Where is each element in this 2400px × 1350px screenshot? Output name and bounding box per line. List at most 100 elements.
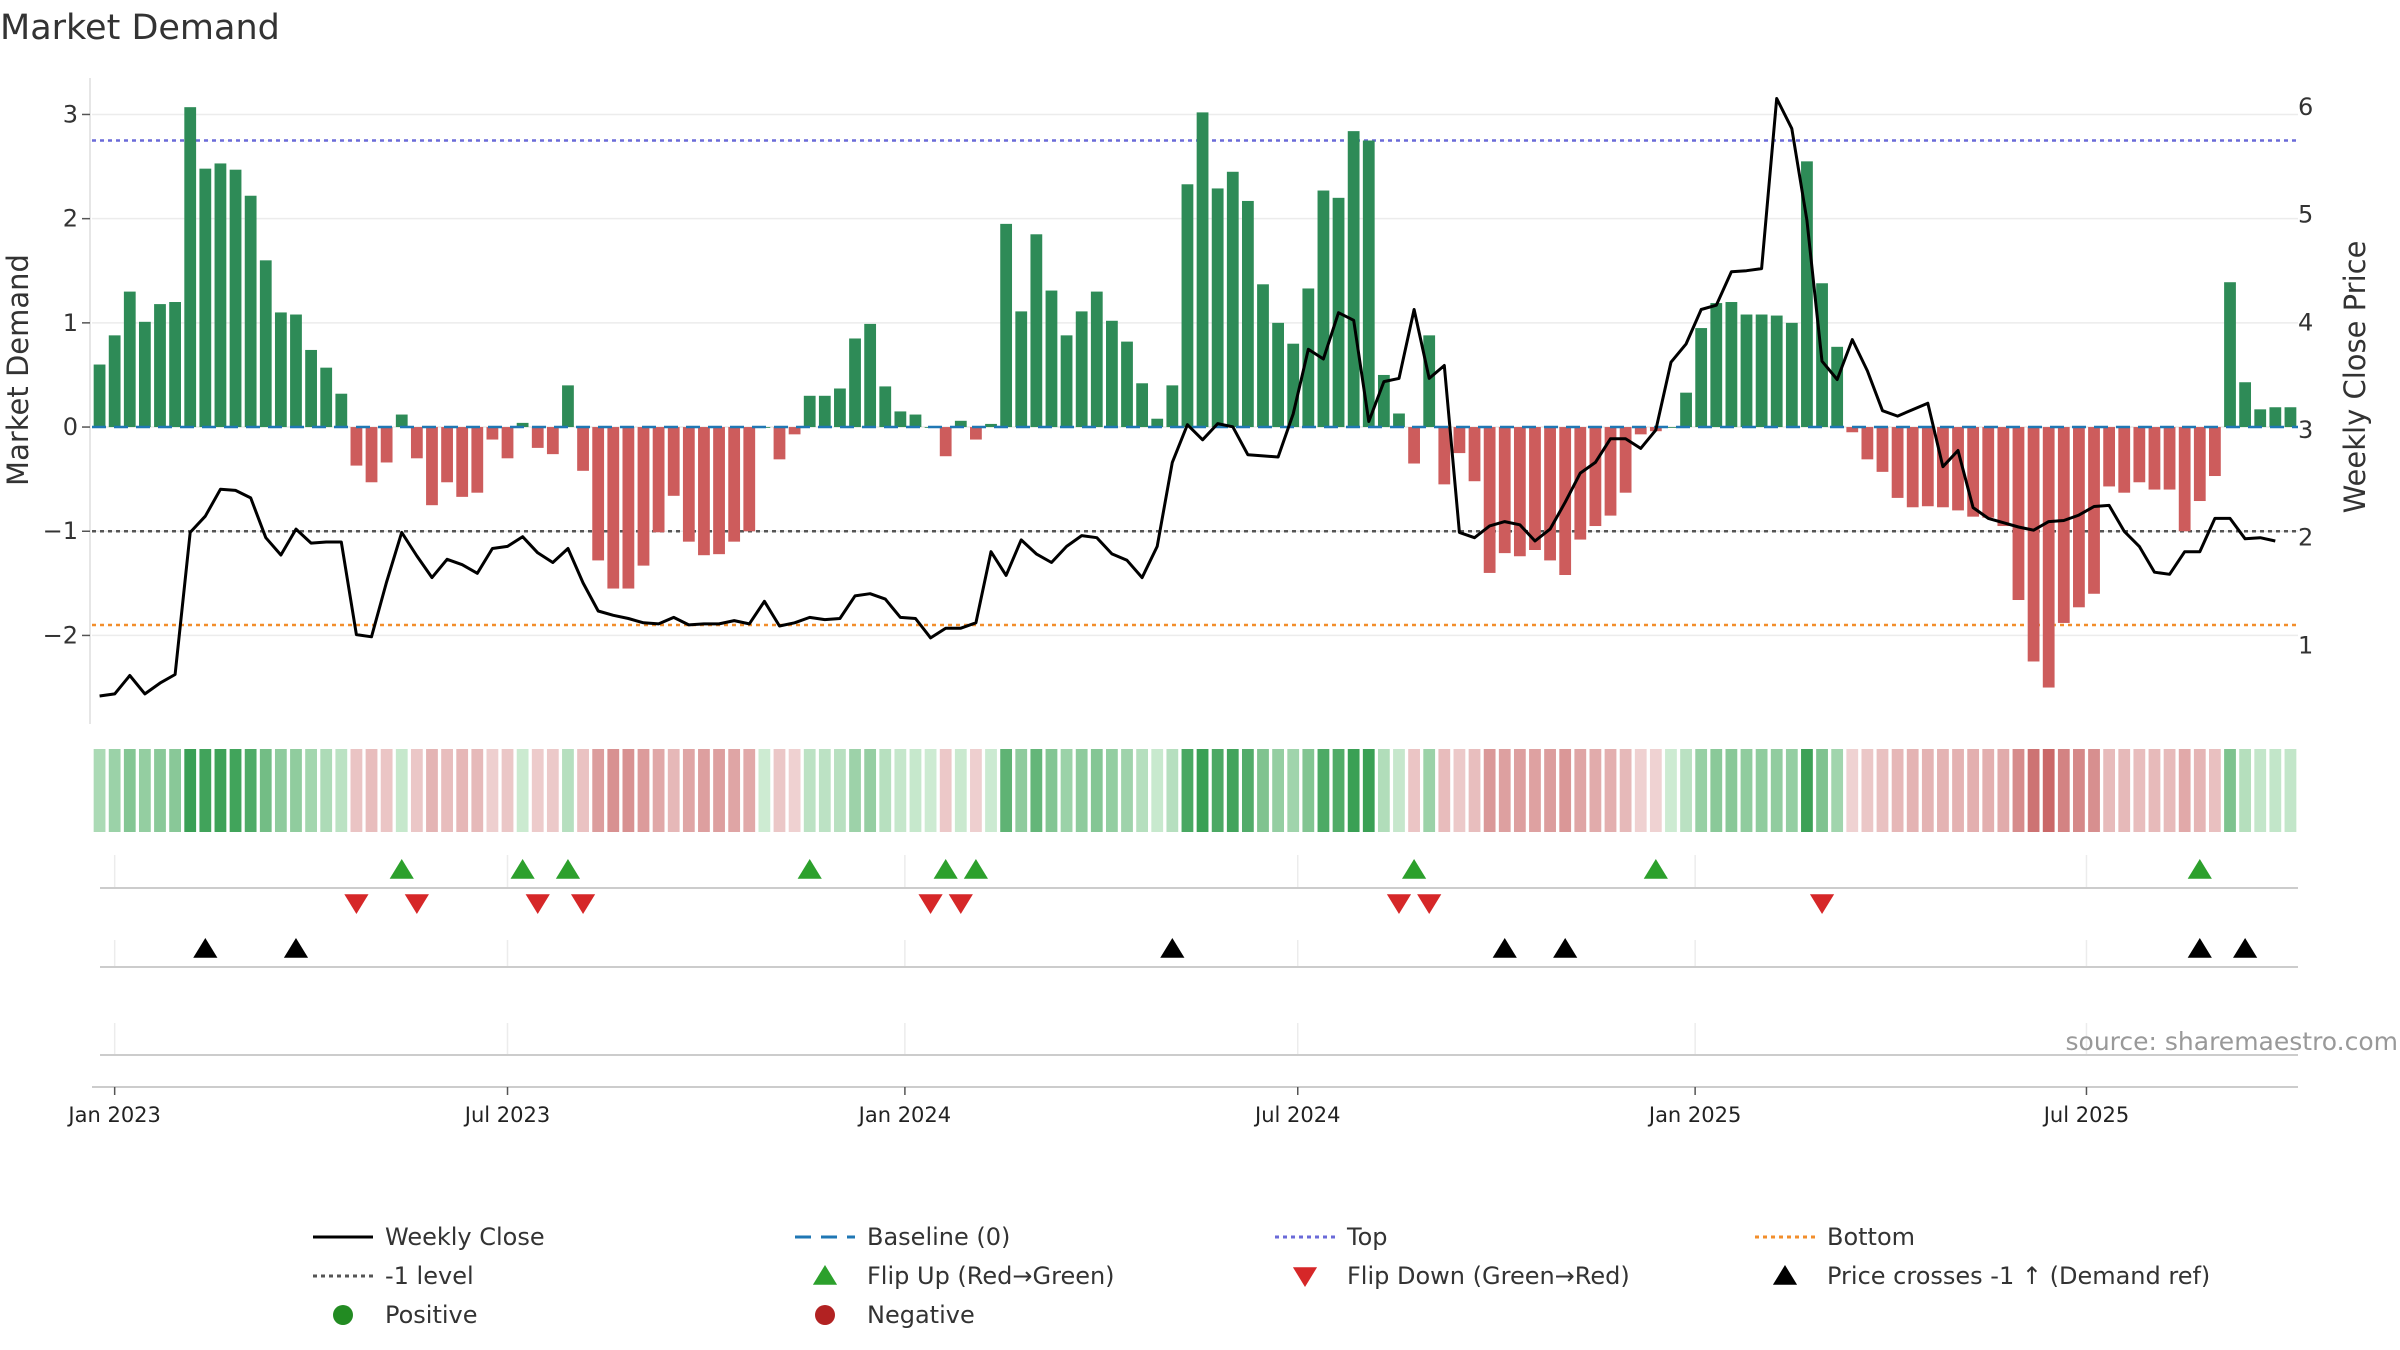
demand-bar [456,427,469,497]
demand-bar [546,427,559,455]
heat-cell [1740,749,1753,832]
demand-bar [698,427,710,556]
demand-bar [1680,392,1692,428]
demand-bar [562,385,574,428]
heat-cell [1513,749,1526,832]
y-left-tick-label: 3 [63,100,78,128]
demand-bar [879,386,892,428]
demand-bar [1106,320,1118,428]
heat-cell [2118,749,2131,832]
demand-bar [1045,290,1058,428]
demand-heat-strip [93,749,2297,832]
y-right-tick-label: 1 [2298,631,2313,659]
heat-cell [1423,749,1436,832]
legend-label: Top [1346,1223,1388,1251]
legend-swatch [1292,1267,1318,1287]
cross-marker [1553,938,1578,958]
reference-levels [92,139,2298,627]
demand-bar [229,169,242,428]
price-line-group [99,97,2276,698]
demand-bar [1785,322,1798,428]
heat-cell [1816,749,1828,832]
heat-cell [441,749,453,832]
heat-cell [1121,749,1133,832]
heat-cell [1861,749,1874,832]
heat-cell [2012,749,2025,832]
y-axis-right-label: Weekly Close Price [2338,241,2372,514]
demand-bar [637,427,650,566]
flip-up-marker [1643,859,1668,879]
demand-bar [743,427,756,532]
demand-bar [1393,413,1405,428]
flip-up-marker [2187,859,2212,879]
demand-bar [365,427,378,483]
flip-down-marker [1809,894,1835,914]
heat-cell [652,749,665,832]
legend-label: -1 level [385,1262,474,1290]
y-right-tick-label: 6 [2298,93,2313,121]
demand-bar [1423,335,1436,428]
legend-item: Flip Down (Green→Red) [1292,1262,1630,1290]
demand-bar [1498,427,1511,554]
y-left-tick-label: −1 [43,517,78,545]
y-left-tick-label: 1 [63,309,78,337]
heat-cell [2027,749,2040,832]
heat-cell [214,749,227,832]
demand-bar [2027,427,2040,662]
y-axis-right: 6 5 4 3 2 1 [2298,93,2313,659]
demand-bar [592,427,605,561]
demand-bar [1121,341,1133,428]
heat-cell [1151,749,1164,832]
heat-cell [1770,749,1783,832]
heat-cell [1317,749,1330,832]
cross-marker [2233,938,2258,958]
demand-bar [1513,427,1526,557]
demand-bar [1861,427,1874,460]
legend-item: Baseline (0) [795,1223,1010,1251]
demand-bar [1347,131,1360,428]
heat-cell [2269,749,2282,832]
legend-label: Flip Down (Green→Red) [1347,1262,1630,1290]
demand-bar [1015,311,1028,428]
demand-bar [1891,427,1904,498]
demand-bar [1831,346,1844,428]
demand-bar [2284,407,2297,428]
heat-cell [154,749,166,832]
heat-cell [1498,749,1511,832]
legend-label: Positive [385,1301,478,1329]
heat-cell [1801,749,1813,832]
x-tick-label: Jul 2025 [2042,1103,2129,1127]
legend-swatch [812,1265,838,1285]
demand-bar [1574,427,1587,540]
heat-cell [562,749,574,832]
x-tick-label: Jan 2024 [857,1103,952,1127]
heat-cell [2088,749,2100,832]
heat-cell [728,749,741,832]
demand-bar [1725,302,1738,428]
heat-cell [486,749,499,832]
demand-bar [1241,200,1254,428]
flip-up-marker [555,859,581,879]
heat-cell [909,749,922,832]
heat-cell [1906,749,1919,832]
heat-cell [2148,749,2161,832]
heat-cell [1468,749,1481,832]
demand-bar [970,427,982,440]
heat-cell [1997,749,2010,832]
heat-cell [2224,749,2236,832]
cross-marker [1492,938,1517,958]
legend-swatch [815,1305,835,1325]
demand-bar [1181,184,1194,428]
y-left-tick-label: 0 [63,413,78,441]
y-left-tick-label: −2 [43,621,78,649]
heat-cell [864,749,877,832]
heat-cell [350,749,363,832]
demand-bar [1967,427,1980,517]
demand-bar [954,420,967,428]
heat-cell [456,749,469,832]
flip-up-marker [1401,859,1427,879]
heat-cell [1257,749,1269,832]
demand-bar [320,367,333,428]
demand-bar [1438,427,1451,485]
demand-bar [350,427,363,466]
